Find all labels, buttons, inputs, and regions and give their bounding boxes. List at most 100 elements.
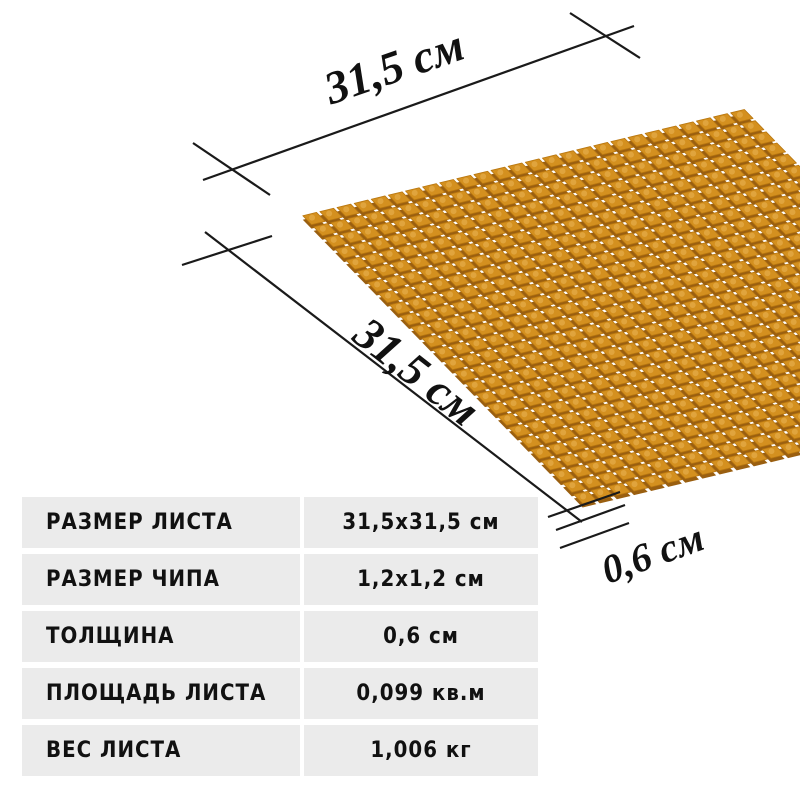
tile-highlight <box>694 176 701 183</box>
tile-highlight <box>543 282 550 289</box>
tile-highlight <box>439 348 446 355</box>
tile-highlight <box>420 242 427 249</box>
tile-highlight <box>598 186 605 193</box>
tile-highlight <box>509 290 516 297</box>
tile-highlight <box>490 336 497 343</box>
tile-highlight <box>478 366 485 373</box>
tile-highlight <box>526 286 533 293</box>
tile-highlight <box>388 209 395 216</box>
tile-highlight <box>722 183 729 190</box>
tile-highlight <box>794 235 800 242</box>
tile-highlight <box>422 201 429 208</box>
tile-highlight <box>747 122 754 129</box>
tile-highlight <box>520 301 527 308</box>
tile-highlight <box>484 351 491 358</box>
tile-highlight <box>675 222 682 229</box>
tile-highlight <box>658 378 665 385</box>
tile-highlight <box>487 267 494 274</box>
tile-highlight <box>488 377 495 384</box>
tile-highlight <box>742 247 749 254</box>
tile-highlight <box>653 351 660 358</box>
tile-highlight <box>510 400 517 407</box>
tile-highlight <box>556 251 563 258</box>
tile-highlight <box>644 450 651 457</box>
spec-row: РАЗМЕР ЧИПА 1,2x1,2 см <box>22 554 538 605</box>
tile-highlight <box>790 318 797 325</box>
tile-highlight <box>709 365 716 372</box>
tile-highlight <box>791 167 798 174</box>
tile-highlight <box>778 349 785 356</box>
tile-highlight <box>789 209 796 216</box>
tile-highlight <box>702 119 709 126</box>
tile-highlight <box>631 481 638 488</box>
tile-highlight <box>403 246 410 253</box>
tile-highlight <box>675 374 682 381</box>
tile-highlight <box>672 306 679 313</box>
tile-highlight <box>628 412 635 419</box>
tile-highlight <box>326 210 333 217</box>
tile-highlight <box>596 379 603 386</box>
tile-highlight <box>374 281 381 288</box>
tile-highlight <box>791 428 798 435</box>
tile-highlight <box>397 262 404 269</box>
tile-highlight <box>576 164 583 171</box>
tile-highlight <box>734 456 741 463</box>
tile-highlight <box>416 216 423 223</box>
tile-highlight <box>719 267 726 274</box>
tile-highlight <box>438 238 445 245</box>
spec-label: ТОЛЩИНА <box>22 611 300 662</box>
tile-highlight <box>739 179 746 186</box>
tile-highlight <box>604 322 611 329</box>
tile-highlight <box>602 364 609 371</box>
tile-highlight <box>440 306 447 313</box>
tile-highlight <box>587 175 594 182</box>
tile-highlight <box>597 337 604 344</box>
tile-highlight <box>412 299 419 306</box>
tile-highlight <box>682 468 689 475</box>
tile-highlight <box>448 249 455 256</box>
tile-highlight <box>759 243 766 250</box>
tile-highlight <box>584 258 591 265</box>
tile-highlight <box>656 420 663 427</box>
tile-highlight <box>617 401 624 408</box>
tile-highlight <box>701 161 708 168</box>
tile-highlight <box>599 447 606 454</box>
tile-side <box>795 334 800 341</box>
tile-highlight <box>721 225 728 232</box>
tile-highlight <box>730 278 737 285</box>
tile-highlight <box>728 168 735 175</box>
tile-highlight <box>610 307 617 314</box>
tile-highlight <box>674 264 681 271</box>
tile-highlight <box>468 313 475 320</box>
tile-highlight <box>788 360 795 367</box>
tile-highlight <box>560 277 567 284</box>
tile-highlight <box>525 176 532 183</box>
tile-highlight <box>635 246 642 253</box>
thickness-tick-b <box>559 521 630 550</box>
tile-highlight <box>482 393 489 400</box>
tile-highlight <box>547 459 554 466</box>
tile-highlight <box>533 380 540 387</box>
tile-highlight <box>512 358 519 365</box>
tile-highlight <box>450 208 457 215</box>
tile-highlight <box>576 315 583 322</box>
tile-highlight <box>661 446 668 453</box>
tile-highlight <box>391 277 398 284</box>
tile-highlight <box>553 444 560 451</box>
tile-highlight <box>795 193 800 200</box>
tile-highlight <box>563 346 570 353</box>
tile-highlight <box>688 192 695 199</box>
tile-highlight <box>571 289 578 296</box>
tile-highlight <box>535 339 542 346</box>
tile-highlight <box>737 373 744 380</box>
tile-highlight <box>750 190 757 197</box>
tile-highlight <box>671 196 678 203</box>
tile-highlight <box>637 204 644 211</box>
tile-highlight <box>711 324 718 331</box>
tile-highlight <box>568 220 575 227</box>
tile-highlight <box>528 244 535 251</box>
tile-highlight <box>718 418 725 425</box>
tile-highlight <box>473 340 480 347</box>
spec-value: 0,6 см <box>304 611 538 662</box>
width-dimension-line <box>202 24 635 182</box>
